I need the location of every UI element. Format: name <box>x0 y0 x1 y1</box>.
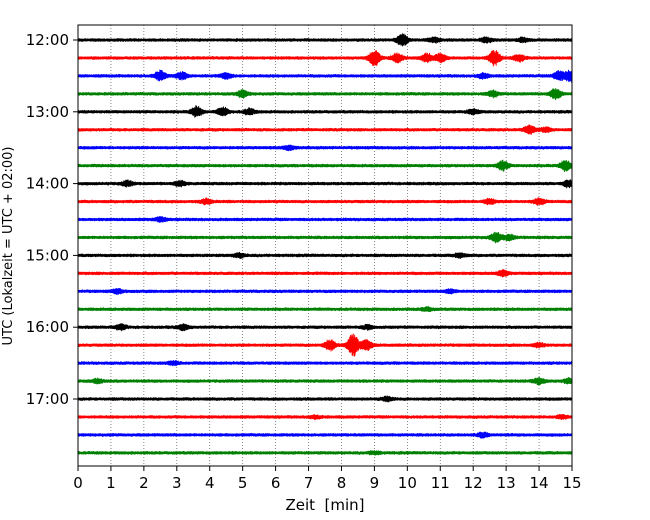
x-tick-label: 1 <box>106 474 116 492</box>
y-tick-label: 13:00 <box>26 103 69 121</box>
x-tick-label: 11 <box>431 474 450 492</box>
x-tick-label: 2 <box>139 474 149 492</box>
plot-frame <box>77 24 573 467</box>
y-axis-label: UTC (Lokalzeit = UTC + 02:00) <box>1 147 16 346</box>
trace-row <box>77 395 573 403</box>
x-tick-label: 12 <box>464 474 483 492</box>
trace-row <box>77 124 573 135</box>
trace-row <box>77 376 573 386</box>
trace-row <box>77 305 573 313</box>
trace-row <box>77 231 573 244</box>
trace-row <box>77 144 573 152</box>
x-tick-label: 7 <box>304 474 314 492</box>
x-tick-label: 3 <box>172 474 182 492</box>
y-tick-label: 17:00 <box>26 390 69 408</box>
x-tick-label: 8 <box>337 474 347 492</box>
trace-row <box>77 49 573 67</box>
trace-row <box>77 359 573 367</box>
trace-row <box>77 215 573 223</box>
x-tick-label: 4 <box>205 474 215 492</box>
y-axis: 12:00 13:00 14:00 15:00 16:00 17:00 <box>26 31 78 408</box>
x-tick-label: 9 <box>370 474 380 492</box>
x-axis: 0 1 2 3 4 5 6 7 8 9 10 11 12 13 14 15 <box>73 466 582 492</box>
y-tick-label: 12:00 <box>26 31 69 49</box>
y-tick-label: 15:00 <box>26 246 69 264</box>
trace-row <box>77 450 573 456</box>
trace-row <box>77 33 573 47</box>
trace-row <box>77 179 573 189</box>
trace-row <box>77 251 573 260</box>
trace-row <box>77 197 573 206</box>
trace-row <box>77 105 573 118</box>
x-axis-label: Zeit [min] <box>285 496 364 514</box>
x-tick-label: 0 <box>73 474 83 492</box>
trace-row <box>77 88 573 101</box>
trace-row <box>77 333 573 357</box>
x-tick-label: 5 <box>238 474 248 492</box>
y-tick-label: 14:00 <box>26 175 69 193</box>
trace-row <box>77 323 573 332</box>
x-tick-label: 10 <box>398 474 417 492</box>
trace-row <box>77 431 573 439</box>
trace-row <box>77 413 573 421</box>
trace-row <box>77 159 573 173</box>
trace-row <box>77 268 573 278</box>
trace-row <box>77 287 573 295</box>
trace-row <box>77 69 573 83</box>
x-tick-label: 13 <box>497 474 516 492</box>
x-tick-label: 14 <box>530 474 549 492</box>
traces <box>77 33 573 456</box>
x-tick-label: 15 <box>562 474 581 492</box>
x-tick-label: 6 <box>271 474 281 492</box>
y-tick-label: 16:00 <box>26 318 69 336</box>
